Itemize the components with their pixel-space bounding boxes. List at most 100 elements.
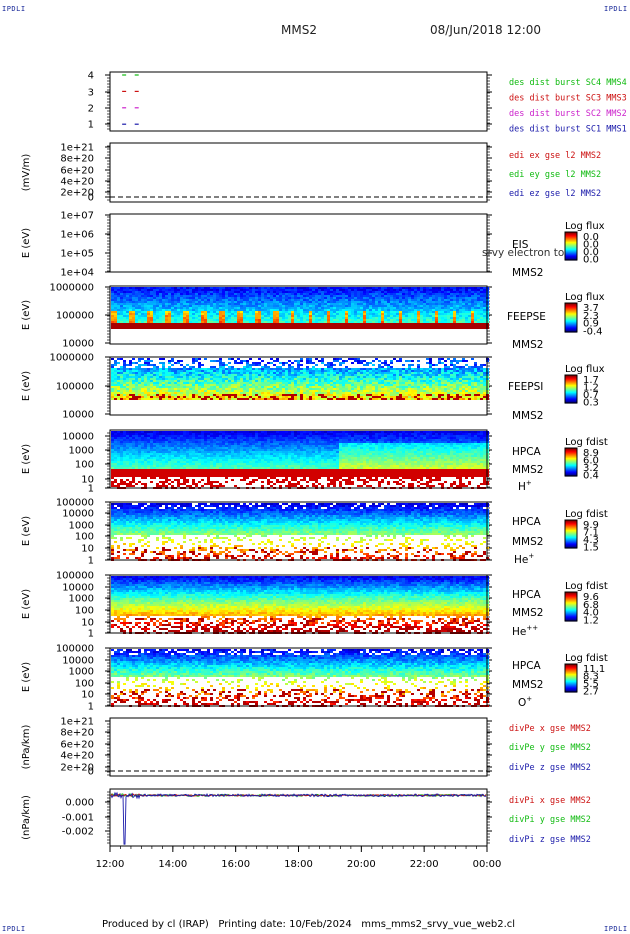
heatmap-cell bbox=[336, 309, 339, 311]
heatmap-cell bbox=[369, 380, 372, 382]
heatmap-cell bbox=[285, 317, 288, 319]
heatmap-cell bbox=[441, 327, 444, 329]
heatmap-cell bbox=[330, 368, 333, 370]
heatmap-cell bbox=[117, 287, 120, 289]
heatmap-cell bbox=[342, 321, 345, 323]
heatmap-cell bbox=[267, 362, 270, 364]
heatmap-cell bbox=[450, 319, 453, 321]
heatmap-cell bbox=[288, 396, 291, 398]
heatmap-cell bbox=[285, 303, 288, 305]
heatmap-cell bbox=[144, 309, 147, 311]
heatmap-cell bbox=[120, 299, 123, 301]
heatmap-cell bbox=[447, 321, 450, 323]
heatmap-cell bbox=[348, 295, 351, 297]
heatmap-cell bbox=[390, 293, 393, 295]
heatmap-cell bbox=[264, 366, 267, 368]
heatmap-cell bbox=[363, 392, 366, 394]
heatmap-cell bbox=[384, 307, 387, 309]
heatmap-cell bbox=[168, 382, 171, 384]
heatmap-cell bbox=[174, 297, 177, 299]
heatmap-cell bbox=[333, 313, 336, 315]
heatmap-cell bbox=[126, 386, 129, 388]
heatmap-cell bbox=[210, 311, 213, 313]
heatmap-cell bbox=[366, 293, 369, 295]
heatmap-cell bbox=[396, 307, 399, 309]
heatmap-cell bbox=[114, 392, 117, 394]
heatmap-cell bbox=[306, 327, 309, 329]
heatmap-cell bbox=[444, 287, 447, 289]
heatmap-cell bbox=[114, 374, 117, 376]
heatmap-cell bbox=[375, 313, 378, 315]
heatmap-cell bbox=[300, 376, 303, 378]
heatmap-cell bbox=[120, 321, 123, 323]
heatmap-cell bbox=[114, 291, 117, 293]
heatmap-cell bbox=[456, 309, 459, 311]
heatmap-cell bbox=[411, 323, 414, 325]
heatmap-cell bbox=[465, 299, 468, 301]
heatmap-cell bbox=[444, 293, 447, 295]
heatmap-cell bbox=[246, 392, 249, 394]
heatmap-cell bbox=[264, 299, 267, 301]
heatmap-cell bbox=[144, 372, 147, 374]
heatmap-cell bbox=[207, 384, 210, 386]
heatmap-cell bbox=[231, 386, 234, 388]
heatmap-cell bbox=[243, 297, 246, 299]
heatmap-cell bbox=[273, 305, 276, 307]
heatmap-cell bbox=[192, 370, 195, 372]
heatmap-cell bbox=[297, 313, 300, 315]
heatmap-cell bbox=[408, 309, 411, 311]
heatmap-cell bbox=[219, 311, 222, 313]
heatmap-cell bbox=[189, 295, 192, 297]
heatmap-cell bbox=[429, 287, 432, 289]
y-tick-label: 1000 bbox=[69, 521, 94, 532]
heatmap-cell bbox=[363, 321, 366, 323]
heatmap-cell bbox=[378, 360, 381, 362]
heatmap-cell bbox=[204, 287, 207, 289]
heatmap-cell bbox=[168, 376, 171, 378]
heatmap-cell bbox=[156, 293, 159, 295]
heatmap-cell bbox=[381, 293, 384, 295]
y-tick-label: 6e+20 bbox=[60, 740, 94, 751]
heatmap-cell bbox=[270, 388, 273, 390]
heatmap-cell bbox=[273, 360, 276, 362]
heatmap-cell bbox=[339, 317, 342, 319]
heatmap-cell bbox=[147, 382, 150, 384]
heatmap-cell bbox=[141, 394, 144, 396]
heatmap-cell bbox=[267, 370, 270, 372]
heatmap-cell bbox=[246, 370, 249, 372]
heatmap-cell bbox=[309, 362, 312, 364]
heatmap-cell bbox=[192, 325, 195, 327]
heatmap-cell bbox=[402, 307, 405, 309]
heatmap-cell bbox=[168, 374, 171, 376]
heatmap-cell bbox=[234, 360, 237, 362]
heatmap-cell bbox=[414, 307, 417, 309]
heatmap-cell bbox=[177, 394, 180, 396]
heatmap-cell bbox=[255, 378, 258, 380]
heatmap-cell bbox=[426, 323, 429, 325]
heatmap-cell bbox=[393, 388, 396, 390]
heatmap-cell bbox=[174, 299, 177, 301]
heatmap-cell bbox=[114, 317, 117, 319]
heatmap-cell bbox=[459, 293, 462, 295]
heatmap-cell bbox=[141, 299, 144, 301]
heatmap-cell bbox=[327, 396, 330, 398]
heatmap-cell bbox=[258, 309, 261, 311]
heatmap-cell bbox=[297, 376, 300, 378]
heatmap-cell bbox=[165, 396, 168, 398]
heatmap-cell bbox=[219, 366, 222, 368]
heatmap-cell bbox=[123, 364, 126, 366]
heatmap-cell bbox=[444, 301, 447, 303]
heatmap-cell bbox=[273, 295, 276, 297]
heatmap-cell bbox=[390, 368, 393, 370]
heatmap-cell bbox=[177, 398, 180, 400]
heatmap-cell bbox=[318, 386, 321, 388]
heatmap-cell bbox=[327, 364, 330, 366]
heatmap-cell bbox=[366, 364, 369, 366]
heatmap-cell bbox=[120, 293, 123, 295]
heatmap-cell bbox=[195, 311, 198, 313]
heatmap-cell bbox=[318, 368, 321, 370]
heatmap-cell bbox=[129, 376, 132, 378]
heatmap-cell bbox=[387, 392, 390, 394]
heatmap-cell bbox=[411, 319, 414, 321]
heatmap-cell bbox=[450, 323, 453, 325]
